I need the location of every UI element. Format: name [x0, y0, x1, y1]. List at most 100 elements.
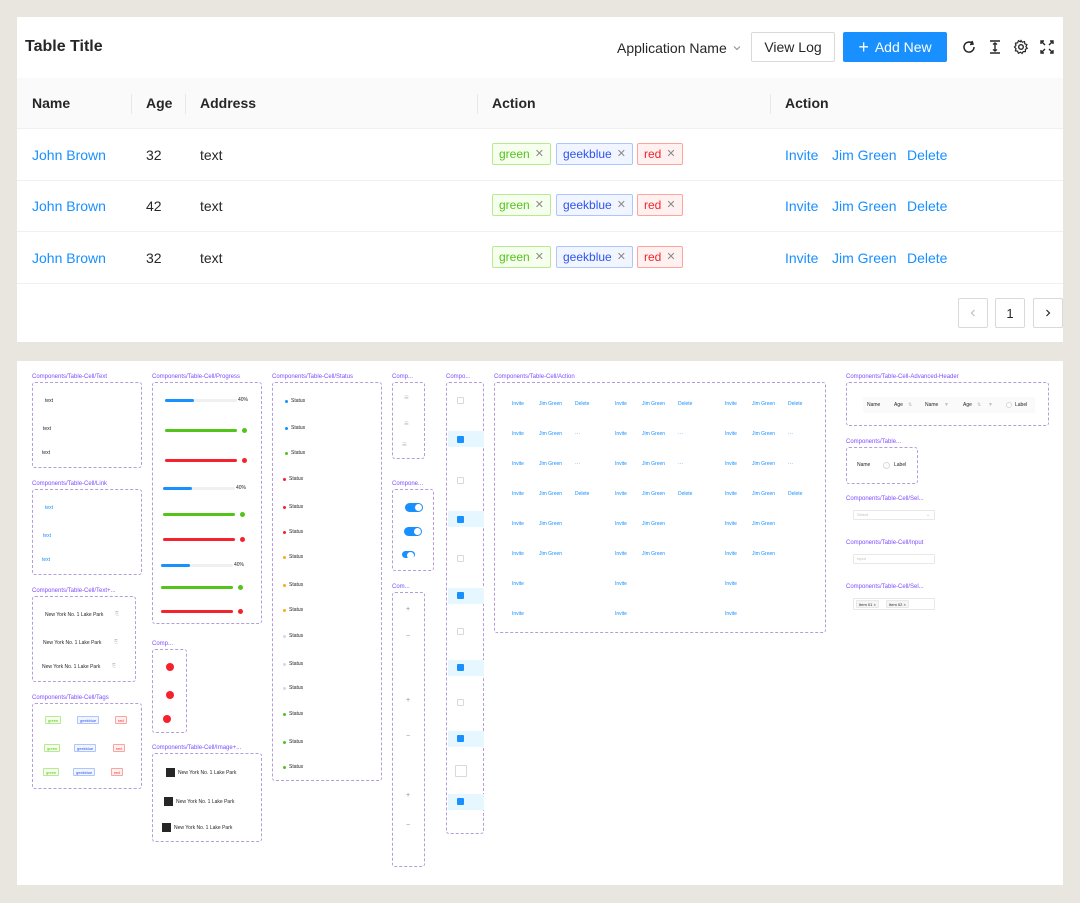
close-icon[interactable]: ✕ — [666, 251, 676, 263]
action-link[interactable]: Invite — [725, 611, 737, 617]
checkbox[interactable] — [457, 592, 464, 599]
checkbox[interactable] — [457, 555, 464, 562]
action-link[interactable]: Jim Green — [539, 401, 563, 407]
action-link[interactable]: Jim Green — [642, 491, 666, 497]
name-link[interactable]: John Brown — [32, 250, 106, 266]
more-icon[interactable]: ··· — [678, 461, 683, 467]
checkbox[interactable] — [457, 664, 464, 671]
action-link[interactable]: Jim Green — [539, 461, 563, 467]
toggle-switch[interactable] — [405, 503, 423, 512]
action-link[interactable]: Invite — [615, 581, 627, 587]
minus-icon[interactable]: − — [406, 733, 411, 740]
action-link[interactable]: Jim Green — [752, 431, 776, 437]
add-new-button[interactable]: + Add New — [843, 32, 947, 62]
minus-icon[interactable]: − — [406, 633, 411, 640]
jim-green-link[interactable]: Jim Green — [832, 198, 897, 214]
close-icon[interactable]: ✕ — [666, 199, 676, 211]
select-input[interactable]: Select — [853, 510, 935, 520]
column-header-age[interactable]: Age — [146, 95, 173, 111]
action-link[interactable]: Delete — [575, 491, 590, 497]
action-link[interactable]: Invite — [512, 611, 524, 617]
close-icon[interactable]: ✕ — [616, 199, 626, 211]
plus-icon[interactable]: + — [406, 606, 411, 613]
application-select[interactable]: Application Name — [617, 40, 742, 56]
name-link[interactable]: John Brown — [32, 198, 106, 214]
action-link[interactable]: Jim Green — [642, 551, 666, 557]
close-icon[interactable]: ✕ — [534, 148, 544, 160]
action-link[interactable]: Delete — [788, 491, 803, 497]
more-icon[interactable]: ··· — [575, 461, 580, 467]
action-link[interactable]: Jim Green — [642, 431, 666, 437]
action-link[interactable]: Jim Green — [642, 521, 666, 527]
drag-handle-icon[interactable]: ≡ — [404, 419, 409, 428]
toggle-switch[interactable] — [402, 551, 415, 559]
action-link[interactable]: Invite — [725, 551, 737, 557]
minus-icon[interactable]: − — [406, 822, 411, 829]
action-link[interactable]: Invite — [615, 521, 627, 527]
plus-icon[interactable]: + — [406, 792, 411, 799]
action-link[interactable]: Invite — [512, 581, 524, 587]
action-link[interactable]: Invite — [512, 431, 524, 437]
checkbox[interactable] — [457, 436, 464, 443]
more-icon[interactable]: ··· — [788, 461, 793, 467]
action-link[interactable]: Invite — [512, 461, 524, 467]
checkbox[interactable] — [457, 397, 464, 404]
name-link[interactable]: John Brown — [32, 147, 106, 163]
action-link[interactable]: Invite — [512, 521, 524, 527]
toggle-switch[interactable] — [404, 527, 422, 536]
column-height-icon[interactable] — [987, 39, 1003, 55]
multi-select[interactable]: Item 01 × Item 02 × — [853, 598, 935, 610]
checkbox[interactable] — [457, 477, 464, 484]
action-link[interactable]: Delete — [575, 401, 590, 407]
close-icon[interactable]: ✕ — [616, 148, 626, 160]
radio[interactable] — [883, 462, 890, 469]
close-icon[interactable]: ✕ — [616, 251, 626, 263]
plus-icon[interactable]: + — [406, 697, 411, 704]
action-link[interactable]: Delete — [678, 401, 693, 407]
header-age[interactable]: Age — [963, 402, 972, 408]
column-header-address[interactable]: Address — [200, 95, 257, 111]
fullscreen-icon[interactable] — [1039, 39, 1055, 55]
close-icon[interactable]: ✕ — [534, 199, 544, 211]
invite-link[interactable]: Invite — [785, 198, 819, 214]
filter-icon[interactable]: ▼ — [944, 402, 949, 408]
checkbox[interactable] — [457, 699, 464, 706]
link-cell[interactable]: text — [43, 533, 52, 539]
action-link[interactable]: Delete — [678, 491, 693, 497]
action-link[interactable]: Invite — [512, 401, 524, 407]
action-link[interactable]: Invite — [725, 461, 737, 467]
copy-icon[interactable]: ⎘ — [112, 663, 117, 669]
action-link[interactable]: Invite — [615, 431, 627, 437]
link-cell[interactable]: text — [42, 557, 51, 563]
action-link[interactable]: Jim Green — [539, 491, 563, 497]
invite-link[interactable]: Invite — [785, 147, 819, 163]
delete-link[interactable]: Delete — [907, 250, 948, 266]
action-link[interactable]: Jim Green — [642, 461, 666, 467]
reload-icon[interactable] — [961, 39, 977, 55]
column-header-action[interactable]: Action — [492, 95, 536, 111]
more-icon[interactable]: ··· — [575, 431, 580, 437]
checkbox[interactable] — [455, 765, 467, 777]
action-link[interactable]: Invite — [615, 401, 627, 407]
action-link[interactable]: Invite — [615, 611, 627, 617]
action-link[interactable]: Invite — [725, 431, 737, 437]
invite-link[interactable]: Invite — [785, 250, 819, 266]
checkbox[interactable] — [457, 628, 464, 635]
action-link[interactable]: Invite — [512, 551, 524, 557]
checkbox[interactable] — [457, 516, 464, 523]
header-name[interactable]: Name — [925, 402, 939, 408]
checkbox[interactable] — [457, 735, 464, 742]
jim-green-link[interactable]: Jim Green — [832, 147, 897, 163]
pagination-page[interactable]: 1 — [995, 298, 1025, 328]
action-link[interactable]: Delete — [788, 401, 803, 407]
action-link[interactable]: Jim Green — [539, 521, 563, 527]
drag-handle-icon[interactable]: ≡ — [402, 440, 407, 449]
action-link[interactable]: Invite — [615, 461, 627, 467]
action-link[interactable]: Jim Green — [752, 461, 776, 467]
action-link[interactable]: Invite — [615, 551, 627, 557]
close-icon[interactable]: ✕ — [534, 251, 544, 263]
action-link[interactable]: Jim Green — [539, 551, 563, 557]
header-name[interactable]: Name — [867, 402, 881, 408]
copy-icon[interactable]: ⎘ — [114, 639, 119, 645]
pagination-next-button[interactable] — [1033, 298, 1063, 328]
